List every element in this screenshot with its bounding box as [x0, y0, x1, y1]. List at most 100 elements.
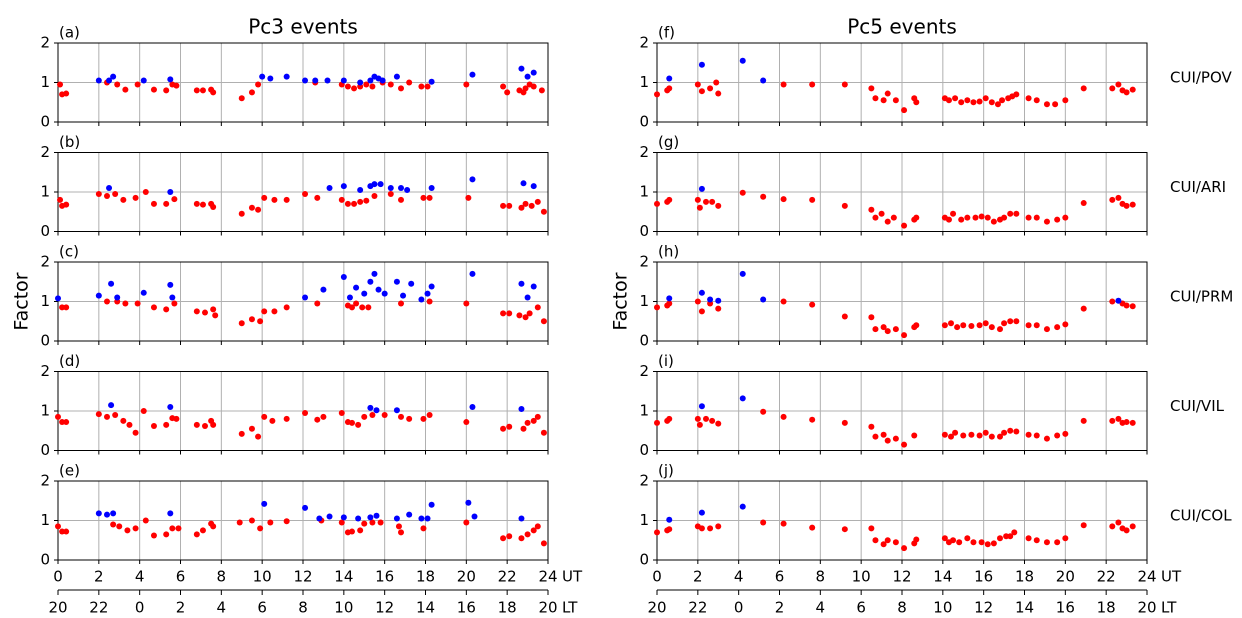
point: [112, 190, 119, 197]
point: [393, 515, 400, 522]
y-tick-label: 1: [639, 511, 649, 529]
point: [108, 280, 115, 287]
point: [696, 204, 703, 211]
point: [872, 433, 879, 440]
point: [999, 97, 1006, 104]
x-tick-label: 2: [693, 568, 703, 586]
point: [404, 187, 411, 194]
point: [715, 420, 722, 427]
point: [954, 324, 961, 331]
point: [506, 423, 513, 430]
point: [780, 298, 787, 305]
point: [950, 537, 957, 544]
point: [95, 190, 102, 197]
point: [134, 300, 141, 307]
point: [841, 526, 848, 533]
axes-frame: [57, 371, 549, 451]
panel-label: (b): [59, 133, 80, 151]
point: [518, 406, 525, 413]
point: [913, 322, 920, 329]
point: [193, 87, 200, 94]
point: [469, 270, 476, 277]
point: [1043, 435, 1050, 442]
point: [809, 301, 816, 308]
point: [114, 294, 121, 301]
point: [868, 85, 875, 92]
point: [248, 204, 255, 211]
lt-tick-label: 8: [897, 599, 907, 617]
point: [340, 274, 347, 281]
point: [666, 415, 673, 422]
y-tick-label: 0: [40, 113, 50, 131]
point: [169, 294, 176, 301]
point: [968, 431, 975, 438]
point: [1001, 214, 1008, 221]
panel-label: (e): [59, 462, 80, 480]
point: [990, 540, 997, 547]
point: [1033, 432, 1040, 439]
y-tick-label: 1: [40, 402, 50, 420]
point: [780, 520, 787, 527]
point: [1115, 194, 1122, 201]
point: [878, 210, 885, 217]
point: [1013, 210, 1020, 217]
lt-tick-label: 6: [856, 599, 866, 617]
point: [248, 517, 255, 524]
point: [377, 181, 384, 188]
x-tick-label: 24: [538, 568, 557, 586]
point: [379, 77, 386, 84]
point: [1062, 214, 1069, 221]
panel-label: (c): [59, 243, 79, 261]
point: [841, 202, 848, 209]
axes-frame: [656, 261, 1148, 342]
point: [1129, 201, 1136, 208]
point: [709, 198, 716, 205]
point: [112, 411, 119, 418]
x-tick-label: 24: [1137, 568, 1156, 586]
point: [1033, 214, 1040, 221]
point: [302, 294, 309, 301]
point: [238, 210, 245, 217]
x-tick-label: 20: [457, 568, 476, 586]
lt-tick-label: 20: [647, 599, 666, 617]
y-tick-label: 1: [639, 292, 649, 310]
point: [338, 409, 345, 416]
point: [884, 90, 891, 97]
point: [978, 539, 985, 546]
point: [1054, 216, 1061, 223]
point: [1123, 419, 1130, 426]
point: [418, 83, 425, 90]
point: [952, 95, 959, 102]
point: [990, 218, 997, 225]
point: [63, 90, 70, 97]
axes-frame: [57, 152, 549, 232]
point: [359, 304, 366, 311]
point: [760, 519, 767, 526]
point: [500, 202, 507, 209]
point: [210, 421, 217, 428]
point: [314, 416, 321, 423]
point: [880, 431, 887, 438]
point: [261, 500, 268, 507]
point: [163, 87, 170, 94]
point: [1054, 324, 1061, 331]
point: [314, 194, 321, 201]
point: [261, 194, 268, 201]
point: [952, 429, 959, 436]
point: [1129, 303, 1136, 310]
point: [739, 395, 746, 402]
x-tick-label: 6: [775, 568, 785, 586]
point: [150, 200, 157, 207]
point: [1007, 427, 1014, 434]
point: [377, 519, 384, 526]
y-tick-label: 1: [639, 183, 649, 201]
point: [520, 180, 527, 187]
point: [694, 196, 701, 203]
point: [398, 300, 404, 307]
point: [1062, 321, 1069, 328]
point: [715, 523, 722, 530]
point: [540, 318, 547, 325]
point: [269, 417, 276, 424]
point: [1109, 298, 1116, 305]
